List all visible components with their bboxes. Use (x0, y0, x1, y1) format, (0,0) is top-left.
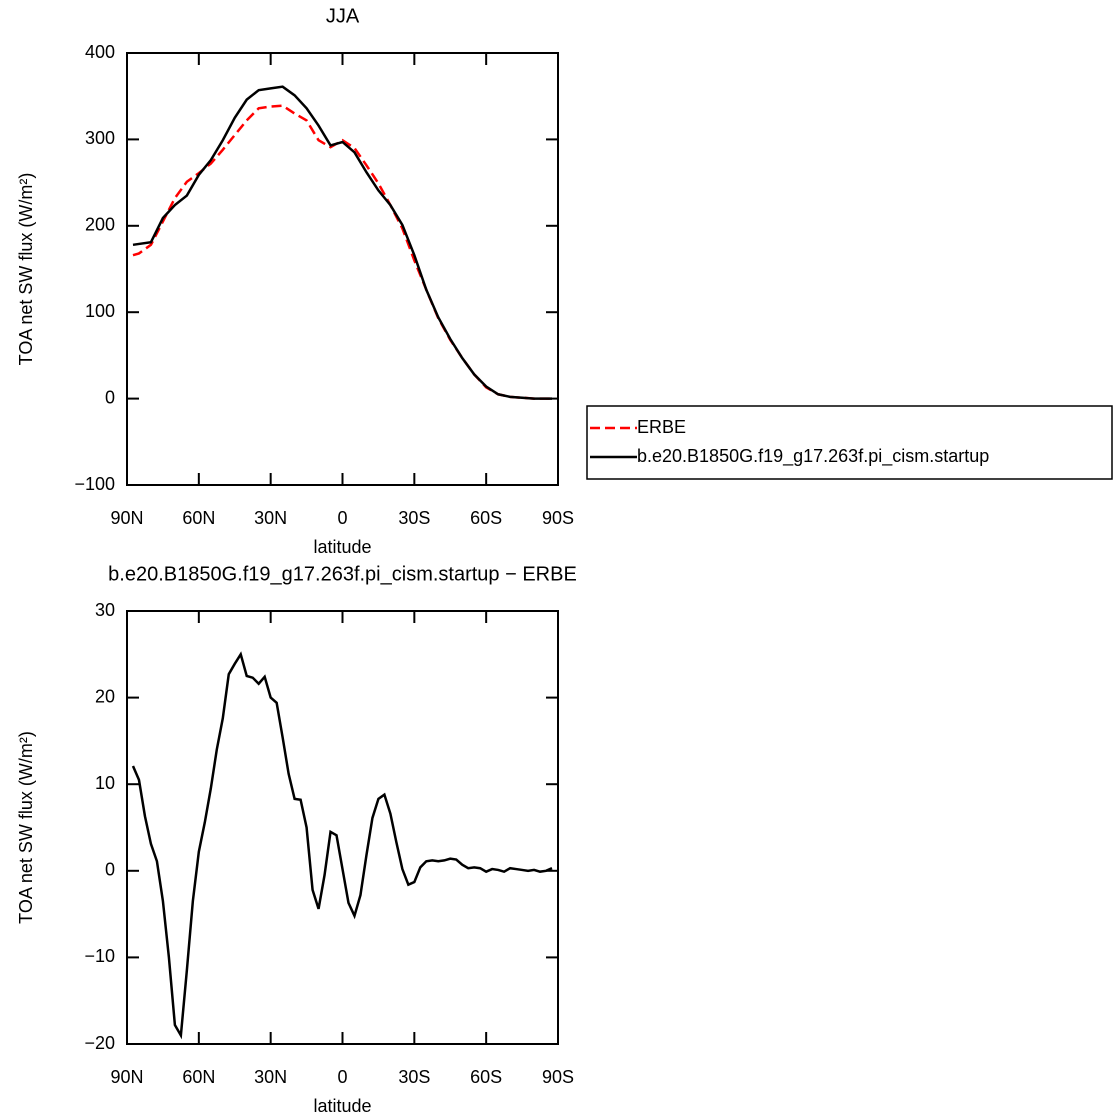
y-tick-label: 20 (95, 686, 115, 706)
x-tick-label: 90N (110, 508, 143, 528)
y-tick-label: 10 (95, 773, 115, 793)
chart-title: b.e20.B1850G.f19_g17.263f.pi_cism.startu… (108, 563, 577, 585)
data-line (131, 651, 553, 1040)
x-axis-label: latitude (313, 1096, 371, 1116)
y-tick-label: 0 (105, 387, 115, 407)
data-line (132, 85, 553, 400)
y-tick-label: −10 (84, 946, 115, 966)
y-axis-label: TOA net SW flux (W/m²) (16, 173, 36, 366)
x-tick-label: 60N (182, 1067, 215, 1087)
x-tick-label: 30N (254, 508, 287, 528)
x-tick-label: 90S (542, 1067, 574, 1087)
chart-title: JJA (326, 5, 360, 27)
y-tick-label: −20 (84, 1033, 115, 1053)
x-axis-label: latitude (313, 537, 371, 557)
y-tick-label: 300 (85, 128, 115, 148)
x-tick-label: 30S (398, 1067, 430, 1087)
x-tick-label: 0 (337, 1067, 347, 1087)
x-tick-label: 90N (110, 1067, 143, 1087)
x-tick-label: 30N (254, 1067, 287, 1087)
y-tick-label: 200 (85, 215, 115, 235)
x-tick-label: 0 (337, 508, 347, 528)
data-line (132, 104, 553, 400)
plot-frame (126, 610, 559, 1045)
y-axis-label: TOA net SW flux (W/m²) (16, 731, 36, 924)
legend-label: b.e20.B1850G.f19_g17.263f.pi_cism.startu… (637, 446, 989, 467)
x-tick-label: 60N (182, 508, 215, 528)
legend-label: ERBE (637, 417, 686, 437)
x-tick-label: 60S (470, 508, 502, 528)
y-tick-label: −100 (74, 474, 115, 494)
x-tick-label: 60S (470, 1067, 502, 1087)
x-tick-label: 30S (398, 508, 430, 528)
y-tick-label: 100 (85, 301, 115, 321)
legend-box (586, 405, 1113, 480)
plot-frame (126, 52, 559, 486)
y-tick-label: 30 (95, 600, 115, 620)
y-tick-label: 0 (105, 860, 115, 880)
x-tick-label: 90S (542, 508, 574, 528)
y-tick-label: 400 (85, 42, 115, 62)
